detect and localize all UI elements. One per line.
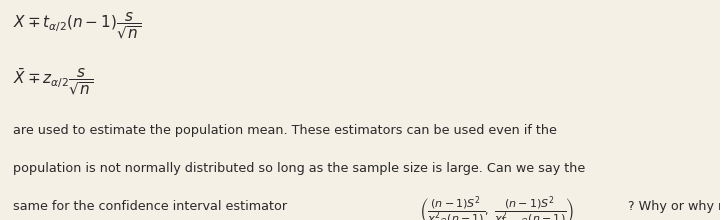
Text: ? Why or why not?: ? Why or why not? xyxy=(628,200,720,213)
Text: $X \mp t_{\alpha/2}(n-1)\dfrac{s}{\sqrt{n}}$: $X \mp t_{\alpha/2}(n-1)\dfrac{s}{\sqrt{… xyxy=(13,10,141,41)
Text: population is not normally distributed so long as the sample size is large. Can : population is not normally distributed s… xyxy=(13,162,585,175)
Text: $\bar{X} \mp z_{\alpha/2}\dfrac{s}{\sqrt{n}}$: $\bar{X} \mp z_{\alpha/2}\dfrac{s}{\sqrt… xyxy=(13,66,94,97)
Text: are used to estimate the population mean. These estimators can be used even if t: are used to estimate the population mean… xyxy=(13,124,557,137)
Text: $\left(\dfrac{(n-1)S^2}{\chi^2_{\alpha/2}(n-1)},\ \dfrac{(n-1)S^2}{\chi^2_{1-\al: $\left(\dfrac{(n-1)S^2}{\chi^2_{\alpha/2… xyxy=(419,195,575,220)
Text: same for the confidence interval estimator: same for the confidence interval estimat… xyxy=(13,200,287,213)
